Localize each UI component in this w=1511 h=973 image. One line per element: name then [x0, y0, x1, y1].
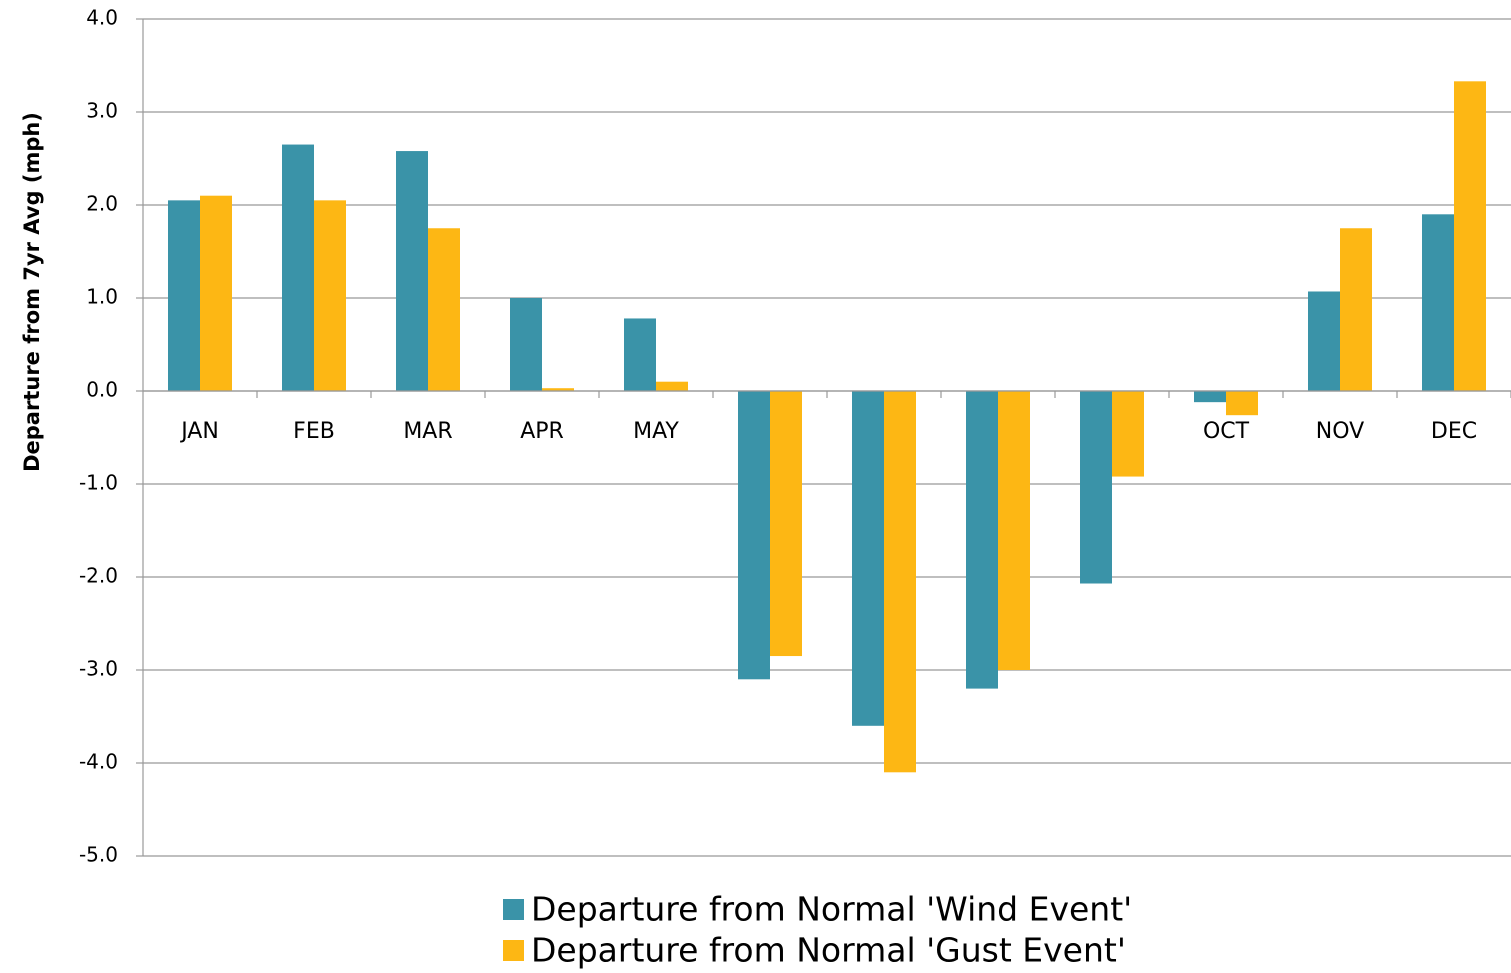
bar	[510, 298, 542, 391]
bar	[1422, 214, 1454, 391]
x-tick-label: MAR	[403, 419, 452, 444]
bar	[966, 391, 998, 689]
bar	[738, 391, 770, 680]
bar	[770, 391, 802, 657]
bar	[1454, 81, 1486, 391]
bar	[1080, 391, 1112, 584]
bar	[852, 391, 884, 726]
y-tick-label: 0.0	[86, 378, 118, 402]
bar	[542, 388, 574, 391]
bar	[396, 151, 428, 391]
legend-label: Departure from Normal 'Wind Event'	[531, 890, 1132, 929]
y-tick-label: 2.0	[86, 192, 118, 216]
bar	[428, 228, 460, 391]
x-tick-label: OCT	[1203, 419, 1250, 444]
y-tick-label: -1.0	[79, 471, 118, 495]
bar	[282, 144, 314, 391]
bar	[1112, 391, 1144, 477]
bar	[200, 195, 232, 391]
legend-swatch	[503, 940, 524, 961]
bar	[624, 318, 656, 391]
x-tick-label: DEC	[1431, 419, 1477, 444]
y-tick-label: -3.0	[79, 657, 118, 681]
y-axis-label: Departure from 7yr Avg (mph)	[20, 112, 44, 472]
y-tick-label: -5.0	[79, 843, 118, 867]
x-tick-label: NOV	[1316, 419, 1364, 444]
y-tick-label: 4.0	[86, 6, 118, 30]
legend-swatch	[503, 899, 524, 920]
x-tick-label: MAY	[633, 419, 679, 444]
y-tick-label: 3.0	[86, 99, 118, 123]
bar	[314, 200, 346, 391]
bar	[168, 200, 200, 391]
bar	[998, 391, 1030, 670]
legend-label: Departure from Normal 'Gust Event'	[531, 931, 1126, 970]
y-tick-label: -2.0	[79, 564, 118, 588]
x-tick-label: JAN	[179, 419, 219, 444]
bar	[1308, 291, 1340, 391]
bar	[656, 381, 688, 391]
y-tick-label: 1.0	[86, 285, 118, 309]
x-tick-label: APR	[520, 419, 564, 444]
y-tick-label: -4.0	[79, 750, 118, 774]
bar	[1340, 228, 1372, 391]
bar	[1226, 391, 1258, 416]
x-tick-label: FEB	[293, 419, 335, 444]
bar	[1194, 391, 1226, 403]
bar	[884, 391, 916, 773]
